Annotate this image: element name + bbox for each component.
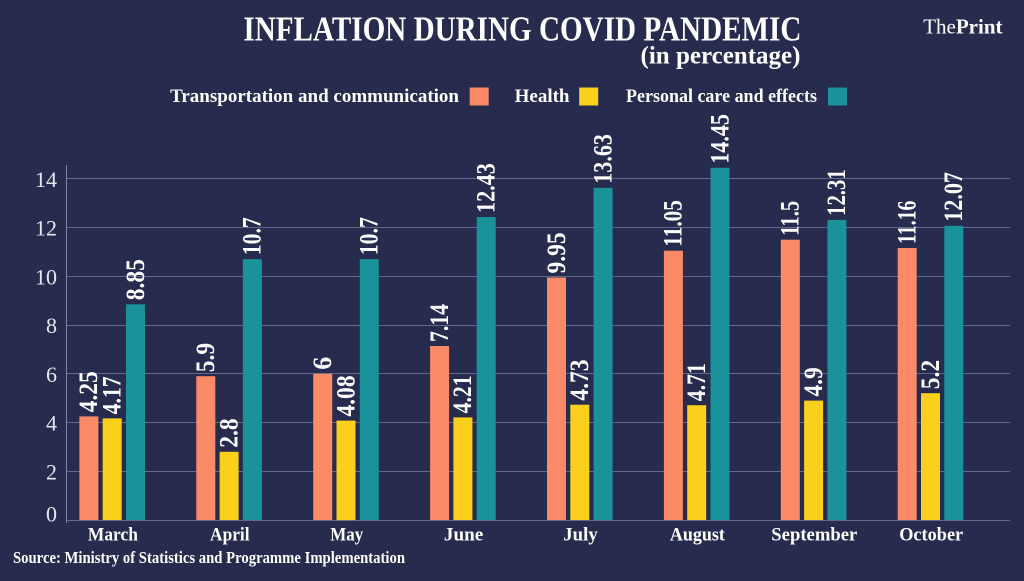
svg-text:(in percentage): (in percentage)	[641, 42, 801, 69]
svg-text:5.9: 5.9	[191, 343, 220, 372]
svg-text:4.71: 4.71	[682, 363, 711, 401]
svg-text:10.7: 10.7	[238, 217, 267, 255]
svg-text:14.45: 14.45	[705, 114, 734, 164]
svg-text:4.21: 4.21	[448, 375, 477, 413]
svg-text:March: March	[88, 525, 138, 546]
svg-text:September: September	[771, 525, 858, 546]
svg-text:Personal care and effects: Personal care and effects	[626, 86, 817, 107]
svg-text:October: October	[899, 525, 964, 546]
svg-text:2: 2	[46, 459, 57, 484]
svg-text:12.43: 12.43	[472, 163, 501, 213]
svg-text:June: June	[444, 525, 484, 546]
svg-text:12.31: 12.31	[822, 169, 851, 216]
svg-text:7.14: 7.14	[425, 304, 454, 342]
svg-text:9.95: 9.95	[542, 232, 571, 273]
svg-text:4.73: 4.73	[565, 360, 594, 401]
svg-text:4.08: 4.08	[331, 375, 360, 416]
svg-text:INFLATION DURING COVID PANDEMI: INFLATION DURING COVID PANDEMIC	[243, 10, 801, 49]
svg-text:0: 0	[46, 502, 57, 527]
svg-text:4: 4	[46, 411, 57, 436]
svg-text:13.63: 13.63	[588, 134, 617, 184]
svg-text:April: April	[210, 525, 250, 546]
svg-text:Source: Ministry of Statistics: Source: Ministry of Statistics and Progr…	[13, 548, 405, 567]
svg-text:12: 12	[35, 216, 57, 241]
svg-text:2.8: 2.8	[214, 418, 243, 447]
svg-text:6: 6	[308, 357, 337, 370]
svg-text:4.17: 4.17	[98, 376, 127, 414]
svg-text:11.05: 11.05	[659, 200, 688, 247]
svg-text:August: August	[670, 525, 726, 546]
svg-text:4.9: 4.9	[799, 367, 828, 396]
svg-text:10.7: 10.7	[355, 217, 384, 255]
svg-text:8.85: 8.85	[121, 259, 150, 300]
svg-text:11.16: 11.16	[893, 201, 922, 244]
svg-text:6: 6	[46, 362, 57, 387]
svg-text:4.25: 4.25	[74, 371, 103, 412]
svg-text:10: 10	[35, 264, 57, 289]
svg-text:Health: Health	[515, 86, 570, 107]
svg-text:July: July	[563, 525, 598, 546]
svg-text:5.2: 5.2	[916, 360, 945, 389]
svg-text:14: 14	[35, 167, 57, 192]
svg-text:May: May	[330, 525, 363, 546]
svg-text:11.5: 11.5	[776, 201, 805, 236]
svg-text:8: 8	[46, 313, 57, 338]
svg-text:ThePrint: ThePrint	[923, 15, 1002, 39]
svg-text:12.07: 12.07	[939, 172, 968, 222]
svg-text:Transportation and communicati: Transportation and communication	[170, 86, 459, 107]
